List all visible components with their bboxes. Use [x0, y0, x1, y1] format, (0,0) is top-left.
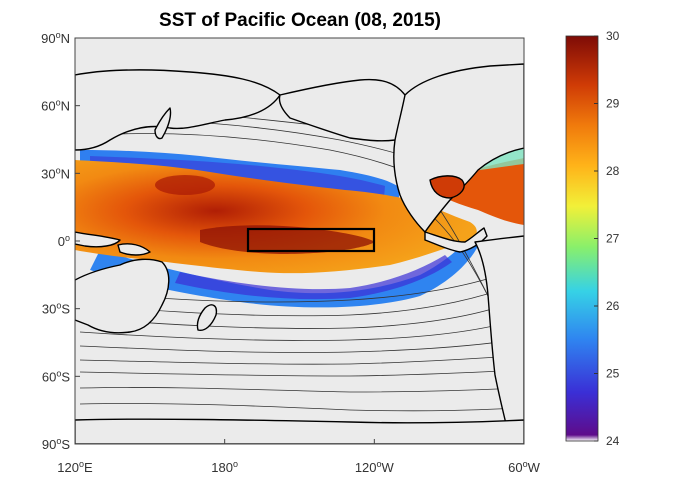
asia-coast [75, 69, 281, 151]
lat-tick-label: 90oS [42, 436, 70, 452]
gulf-of-mexico [429, 175, 465, 199]
lat-tick-label: 60oN [41, 98, 70, 114]
land-outlines [75, 63, 524, 444]
lon-tick-label: 180o [211, 459, 238, 475]
australia-outline [75, 258, 170, 334]
map-area [75, 38, 524, 444]
colorbar-tick-label: 26 [606, 299, 620, 313]
colorbar-tick-label: 30 [606, 29, 620, 43]
indonesia-outline [75, 231, 121, 248]
central-america-outline [424, 227, 488, 253]
lat-tick-label: 30oS [42, 301, 70, 317]
new-zealand-outline [196, 304, 218, 332]
latitude-axis: 90oN 60oN 30oN 0o 30oS 60oS 90oS [41, 30, 80, 452]
colorbar-tick-label: 27 [606, 232, 620, 246]
lat-tick-label: 30oN [41, 165, 70, 181]
south-america-outline [474, 235, 524, 441]
north-america-outline [393, 63, 524, 233]
colorbar-tick-label: 28 [606, 164, 620, 178]
atlantic-cool-north [480, 148, 524, 170]
map-title: SST of Pacific Ocean (08, 2015) [159, 10, 441, 31]
cold-tongue-south-inner [175, 255, 452, 300]
colorbar-tick-label: 25 [606, 367, 620, 381]
lon-tick-label: 120oW [355, 459, 395, 475]
japan-outline [154, 107, 172, 140]
lat-tick-label: 90oN [41, 30, 70, 46]
colorbar-tick-label: 29 [606, 97, 620, 111]
colorbar-tick-label: 24 [606, 434, 620, 448]
antarctica-outline [75, 418, 524, 444]
lat-tick-label: 0o [58, 233, 70, 249]
colorbar: 30 29 28 27 26 25 24 [565, 29, 620, 448]
warm-core [200, 225, 375, 254]
colorbar-ticks: 30 29 28 27 26 25 24 [594, 29, 620, 448]
nino-region-box [246, 227, 376, 253]
lon-tick-label: 120oE [57, 459, 93, 475]
longitude-axis: 120oE 180o 120oW 60oW [57, 439, 541, 475]
colorbar-gradient [565, 35, 599, 442]
new-guinea-outline [117, 243, 151, 256]
lon-tick-label: 60oW [508, 459, 540, 475]
warm-spot-north [155, 175, 215, 195]
lat-tick-label: 60oS [42, 368, 70, 384]
atlantic-warm [430, 158, 524, 225]
